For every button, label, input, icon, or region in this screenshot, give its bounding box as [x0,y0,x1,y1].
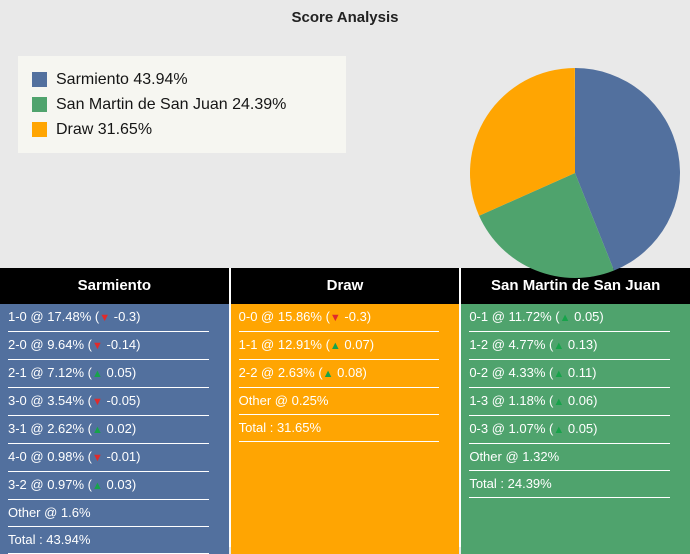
up-arrow-icon: ▲ [553,340,565,352]
table-san-martin: San Martin de San Juan 0-1 @ 11.72% (▲ 0… [461,268,690,554]
up-arrow-icon: ▲ [559,312,571,324]
score-row: 0-3 @ 1.07% (▲ 0.05) [469,416,670,444]
score-row-delta: 0.03) [102,477,137,492]
up-arrow-icon: ▲ [92,424,103,436]
up-arrow-icon: ▲ [553,396,565,408]
up-arrow-icon: ▲ [92,480,103,492]
page-title: Score Analysis [291,9,399,26]
chart-legend: Sarmiento 43.94% San Martin de San Juan … [18,56,346,153]
table-header: Sarmiento [0,268,229,304]
chart-area: Sarmiento 43.94% San Martin de San Juan … [0,30,690,278]
score-row: 2-1 @ 7.12% (▲ 0.05) [8,360,209,388]
up-arrow-icon: ▲ [92,368,103,380]
pie-chart [470,68,680,278]
legend-swatch-draw [32,122,47,137]
score-row-label: 2-0 @ 9.64% ( [8,337,93,352]
score-row: Total : 43.94% [8,527,209,554]
score-row-label: 1-1 @ 12.91% ( [238,337,330,352]
score-row-label: 2-2 @ 2.63% ( [238,365,323,380]
score-row-delta: -0.3) [340,309,372,324]
score-row-label: 4-0 @ 0.98% ( [8,449,93,464]
score-row-delta: -0.05) [102,393,141,408]
legend-label: Draw 31.65% [56,121,153,138]
score-row-label: Total : 24.39% [469,476,552,491]
legend-swatch-san-martin [32,97,47,112]
score-row: 0-1 @ 11.72% (▲ 0.05) [469,304,670,332]
score-row: Other @ 1.6% [8,500,209,527]
pie-slice-san-martin-de-san-juan [479,173,615,278]
score-row: 1-2 @ 4.77% (▲ 0.13) [469,332,670,360]
score-row-delta: -0.14) [102,337,141,352]
score-row-label: 0-3 @ 1.07% ( [469,421,554,436]
score-row: Other @ 0.25% [238,388,440,415]
score-row-delta: -0.01) [102,449,141,464]
score-row: 3-0 @ 3.54% (▼ -0.05) [8,388,209,416]
pie-slice-draw [470,68,575,216]
score-row-label: 0-0 @ 15.86% ( [238,309,330,324]
score-row-label: 3-1 @ 2.62% ( [8,421,93,436]
legend-item-san-martin: San Martin de San Juan 24.39% [18,92,346,117]
down-arrow-icon: ▼ [92,340,103,352]
score-row: 2-0 @ 9.64% (▼ -0.14) [8,332,209,360]
score-row-delta: 0.07) [340,337,375,352]
score-row: 3-2 @ 0.97% (▲ 0.03) [8,472,209,500]
score-row: Total : 24.39% [469,471,670,498]
score-row-label: Total : 31.65% [238,420,322,435]
score-row: 0-0 @ 15.86% (▼ -0.3) [238,304,440,332]
down-arrow-icon: ▼ [92,396,103,408]
up-arrow-icon: ▲ [553,424,565,436]
table-draw: Draw 0-0 @ 15.86% (▼ -0.3) 1-1 @ 12.91% (… [230,268,460,554]
up-arrow-icon: ▲ [322,368,334,380]
score-row: 0-2 @ 4.33% (▲ 0.11) [469,360,670,388]
down-arrow-icon: ▼ [329,312,341,324]
legend-item-draw: Draw 31.65% [18,117,346,142]
table-body: 1-0 @ 17.48% (▼ -0.3) 2-0 @ 9.64% (▼ -0.1… [0,304,229,554]
score-row: 1-3 @ 1.18% (▲ 0.06) [469,388,670,416]
score-row-label: 2-1 @ 7.12% ( [8,365,93,380]
score-row-label: 1-0 @ 17.48% ( [8,309,100,324]
score-row-label: 1-2 @ 4.77% ( [469,337,554,352]
score-tables: Sarmiento 1-0 @ 17.48% (▼ -0.3) 2-0 @ 9.6… [0,268,690,554]
legend-item-sarmiento: Sarmiento 43.94% [18,67,346,92]
score-row-delta: 0.05) [564,421,598,436]
score-row-label: 3-2 @ 0.97% ( [8,477,93,492]
score-row-label: 0-1 @ 11.72% ( [469,309,560,324]
legend-label: Sarmiento 43.94% [56,71,188,88]
score-row-label: 3-0 @ 3.54% ( [8,393,93,408]
up-arrow-icon: ▲ [329,340,341,352]
pie-slice-sarmiento [575,68,680,271]
score-row-delta: 0.13) [564,337,598,352]
score-row-delta: 0.11) [564,365,597,380]
table-body: 0-1 @ 11.72% (▲ 0.05) 1-2 @ 4.77% (▲ 0.13… [461,304,690,554]
score-row: 2-2 @ 2.63% (▲ 0.08) [238,360,440,388]
table-sarmiento: Sarmiento 1-0 @ 17.48% (▼ -0.3) 2-0 @ 9.6… [0,268,229,554]
score-row: 1-1 @ 12.91% (▲ 0.07) [238,332,440,360]
down-arrow-icon: ▼ [99,312,111,324]
score-row-delta: -0.3) [110,309,141,324]
legend-label: San Martin de San Juan 24.39% [56,96,287,113]
score-row-label: 0-2 @ 4.33% ( [469,365,554,380]
score-row-delta: 0.02) [102,421,137,436]
down-arrow-icon: ▼ [92,452,103,464]
table-body: 0-0 @ 15.86% (▼ -0.3) 1-1 @ 12.91% (▲ 0.0… [230,304,460,554]
score-row-label: Other @ 0.25% [238,393,329,408]
score-row: Total : 31.65% [238,415,440,442]
legend-swatch-sarmiento [32,72,47,87]
table-header: Draw [230,268,460,304]
score-row: 4-0 @ 0.98% (▼ -0.01) [8,444,209,472]
score-row-delta: 0.05) [570,309,604,324]
score-row-delta: 0.05) [102,365,137,380]
score-row-label: Other @ 1.32% [469,449,560,464]
score-row: Other @ 1.32% [469,444,670,471]
score-row-label: Total : 43.94% [8,532,91,547]
score-row-delta: 0.06) [564,393,598,408]
up-arrow-icon: ▲ [553,368,565,380]
score-row-label: 1-3 @ 1.18% ( [469,393,554,408]
score-row-label: Other @ 1.6% [8,505,91,520]
score-row-delta: 0.08) [333,365,367,380]
score-row: 3-1 @ 2.62% (▲ 0.02) [8,416,209,444]
score-row: 1-0 @ 17.48% (▼ -0.3) [8,304,209,332]
